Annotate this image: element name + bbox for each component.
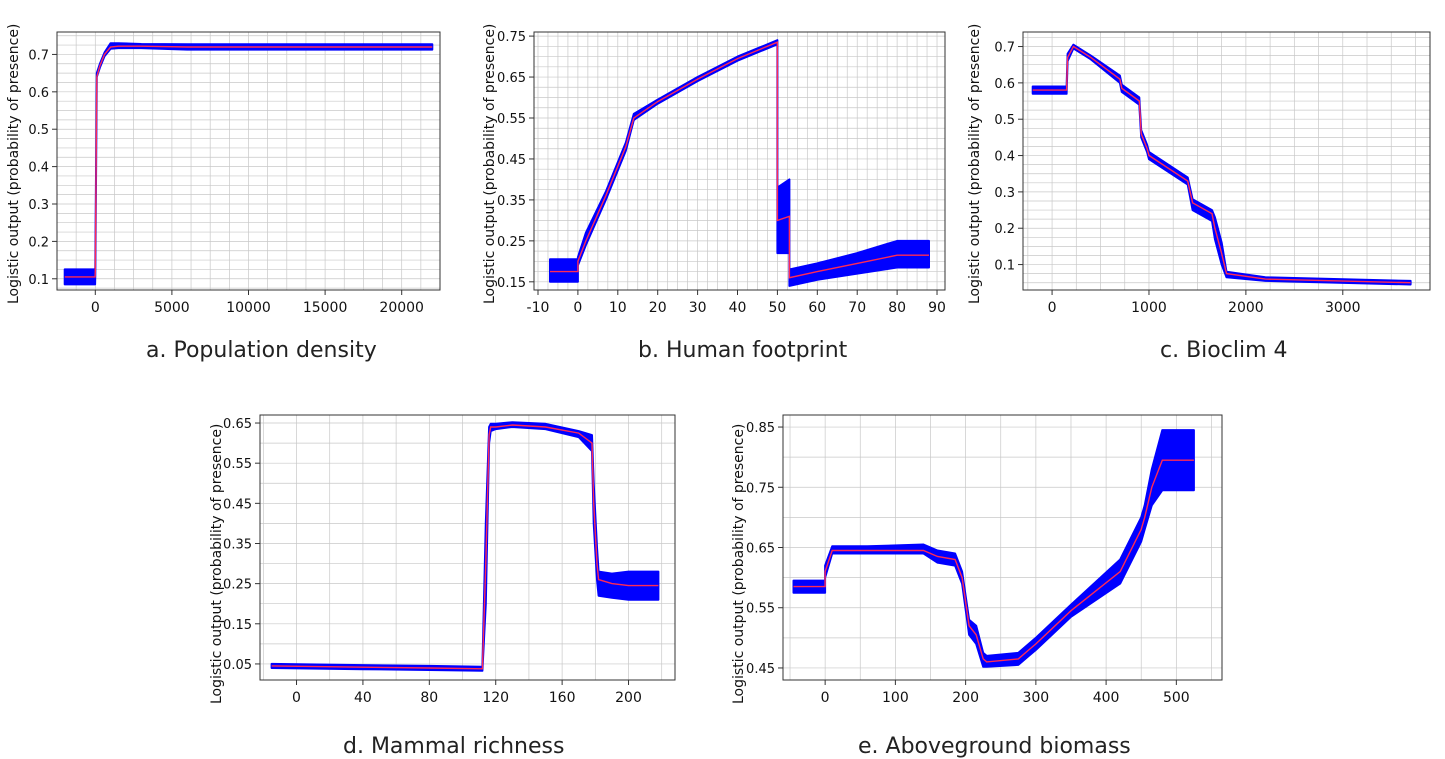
- y-tick-label-b: 0.45: [497, 153, 526, 168]
- x-tick-label-a: 10000: [226, 300, 271, 316]
- y-tick-label-a: 0.2: [28, 235, 49, 250]
- x-tick-label-d: 80: [420, 690, 438, 706]
- chart-panel-b: -10 0 10 20 30 40 50 60 70 80 90 0.15 0.25 0.35 0.45 0.…: [480, 0, 950, 370]
- x-tick-label-a: 5000: [154, 300, 190, 316]
- chart-svg-e: 0 100 200 300 400 500 0.45 0.55 0.65 0.75 0.85: [746, 414, 1223, 706]
- caption-b: b. Human footprint: [638, 338, 848, 363]
- y-tick-label-d: 0.05: [223, 658, 252, 673]
- y-axis-label-c: Logistic output (probability of presence…: [967, 23, 983, 304]
- y-tick-label-c: 0.2: [994, 222, 1015, 237]
- y-tick-label-c: 0.1: [994, 259, 1015, 274]
- y-axis-label-d: Logistic output (probability of presence…: [209, 423, 225, 704]
- x-tick-label-b: -10: [527, 300, 550, 316]
- mean-response-line-e: [793, 459, 1194, 663]
- y-tick-label-d: 0.15: [223, 618, 252, 633]
- x-tick-label-e: 0: [821, 690, 830, 706]
- plot-area-c: [1023, 32, 1430, 290]
- y-tick-label-e: 0.45: [746, 662, 775, 677]
- confidence-band-e: [792, 429, 1195, 668]
- x-tick-label-b: 10: [609, 300, 627, 316]
- y-tick-label-c: 0.7: [994, 41, 1015, 56]
- y-tick-label-a: 0.3: [28, 198, 49, 213]
- y-tick-label-d: 0.45: [223, 497, 252, 512]
- mean-response-line-c: [1032, 45, 1411, 284]
- x-tick-label-e: 400: [1093, 690, 1120, 706]
- mean-response-line-b: [550, 41, 929, 279]
- caption-e: e. Aboveground biomass: [858, 734, 1131, 759]
- confidence-band-b: [549, 39, 930, 287]
- y-tick-label-c: 0.5: [994, 113, 1015, 128]
- plot-frame-c: [1022, 31, 1431, 291]
- x-tick-label-d: 120: [482, 690, 509, 706]
- x-tick-label-e: 500: [1163, 690, 1190, 706]
- confidence-band-c: [1031, 43, 1412, 286]
- y-tick-label-d: 0.25: [223, 578, 252, 593]
- caption-d: d. Mammal richness: [343, 734, 565, 759]
- x-tick-label-b: 0: [573, 300, 582, 316]
- y-axis-label-e: Logistic output (probability of presence…: [731, 423, 747, 704]
- y-tick-label-b: 0.25: [497, 235, 526, 250]
- x-tick-label-b: 20: [649, 300, 667, 316]
- y-tick-label-b: 0.55: [497, 112, 526, 127]
- chart-svg-d: 0 40 80 120 160 200 0.05 0.15 0.25 0.35 0.45 0.55 0.…: [223, 414, 676, 706]
- y-tick-label-c: 0.6: [994, 77, 1015, 92]
- x-tick-label-c: 2000: [1228, 300, 1264, 316]
- y-tick-label-c: 0.4: [994, 150, 1015, 165]
- y-axis-label-b: Logistic output (probability of presence…: [482, 23, 498, 304]
- chart-panel-a: 0 5000 10000 15000 20000 0.1 0.2 0.3 0.4 0.5 0.6 0.…: [0, 0, 450, 370]
- y-tick-label-b: 0.15: [497, 276, 526, 291]
- y-tick-label-a: 0.1: [28, 273, 49, 288]
- chart-panel-d: 0 40 80 120 160 200 0.05 0.15 0.25 0.35 0.45 0.55 0.…: [205, 400, 680, 759]
- x-tick-label-c: 0: [1048, 300, 1057, 316]
- x-tick-label-e: 300: [1022, 690, 1049, 706]
- x-tick-label-e: 200: [952, 690, 979, 706]
- y-tick-label-e: 0.65: [746, 542, 775, 557]
- x-tick-label-b: 70: [848, 300, 866, 316]
- y-tick-label-d: 0.55: [223, 457, 252, 472]
- x-tick-label-b: 60: [808, 300, 826, 316]
- x-tick-label-b: 40: [729, 300, 747, 316]
- y-tick-label-e: 0.75: [746, 481, 775, 496]
- y-tick-label-d: 0.65: [223, 417, 252, 432]
- mean-response-line-a: [64, 45, 433, 278]
- caption-a: a. Population density: [146, 338, 377, 363]
- x-tick-label-e: 100: [882, 690, 909, 706]
- x-tick-label-d: 160: [549, 690, 576, 706]
- y-tick-label-e: 0.85: [746, 421, 775, 436]
- x-tick-label-b: 80: [888, 300, 906, 316]
- plot-frame-d: [259, 414, 676, 681]
- x-tick-label-c: 3000: [1325, 300, 1361, 316]
- x-tick-label-c: 1000: [1131, 300, 1167, 316]
- x-tick-label-a: 15000: [303, 300, 348, 316]
- x-tick-label-b: 90: [928, 300, 946, 316]
- y-tick-label-b: 0.35: [497, 194, 526, 209]
- x-tick-label-d: 200: [615, 690, 642, 706]
- plot-frame-b: [533, 31, 946, 291]
- y-tick-label-d: 0.35: [223, 537, 252, 552]
- y-tick-label-e: 0.55: [746, 602, 775, 617]
- chart-panel-c: 0 1000 2000 3000 0.1 0.2 0.3 0.4 0.5 0.6 0.7 Logis…: [965, 0, 1440, 370]
- y-tick-label-a: 0.6: [28, 86, 49, 101]
- chart-panel-e: 0 100 200 300 400 500 0.45 0.55 0.65 0.75 0.85 Log…: [725, 400, 1225, 759]
- plot-area-d: [260, 415, 675, 680]
- x-tick-label-a: 0: [91, 300, 100, 316]
- y-tick-label-b: 0.65: [497, 71, 526, 86]
- mean-response-line-d: [271, 424, 659, 670]
- y-tick-label-c: 0.3: [994, 186, 1015, 201]
- y-axis-label-a: Logistic output (probability of presence…: [6, 23, 22, 304]
- y-tick-label-a: 0.4: [28, 161, 49, 176]
- x-tick-label-a: 20000: [379, 300, 424, 316]
- y-tick-label-a: 0.7: [28, 48, 49, 63]
- chart-svg-a: 0 5000 10000 15000 20000 0.1 0.2 0.3 0.4 0.5 0.6 0.…: [28, 31, 441, 316]
- caption-c: c. Bioclim 4: [1160, 338, 1288, 363]
- y-tick-label-b: 0.75: [497, 30, 526, 45]
- x-tick-label-b: 30: [689, 300, 707, 316]
- chart-svg-c: 0 1000 2000 3000 0.1 0.2 0.3 0.4 0.5 0.6 0.7: [994, 31, 1431, 316]
- x-tick-label-d: 0: [292, 690, 301, 706]
- chart-svg-b: -10 0 10 20 30 40 50 60 70 80 90 0.15 0.25 0.35 0.45 0.…: [497, 30, 946, 316]
- x-tick-label-b: 50: [768, 300, 786, 316]
- y-tick-label-a: 0.5: [28, 123, 49, 138]
- x-tick-label-d: 40: [354, 690, 372, 706]
